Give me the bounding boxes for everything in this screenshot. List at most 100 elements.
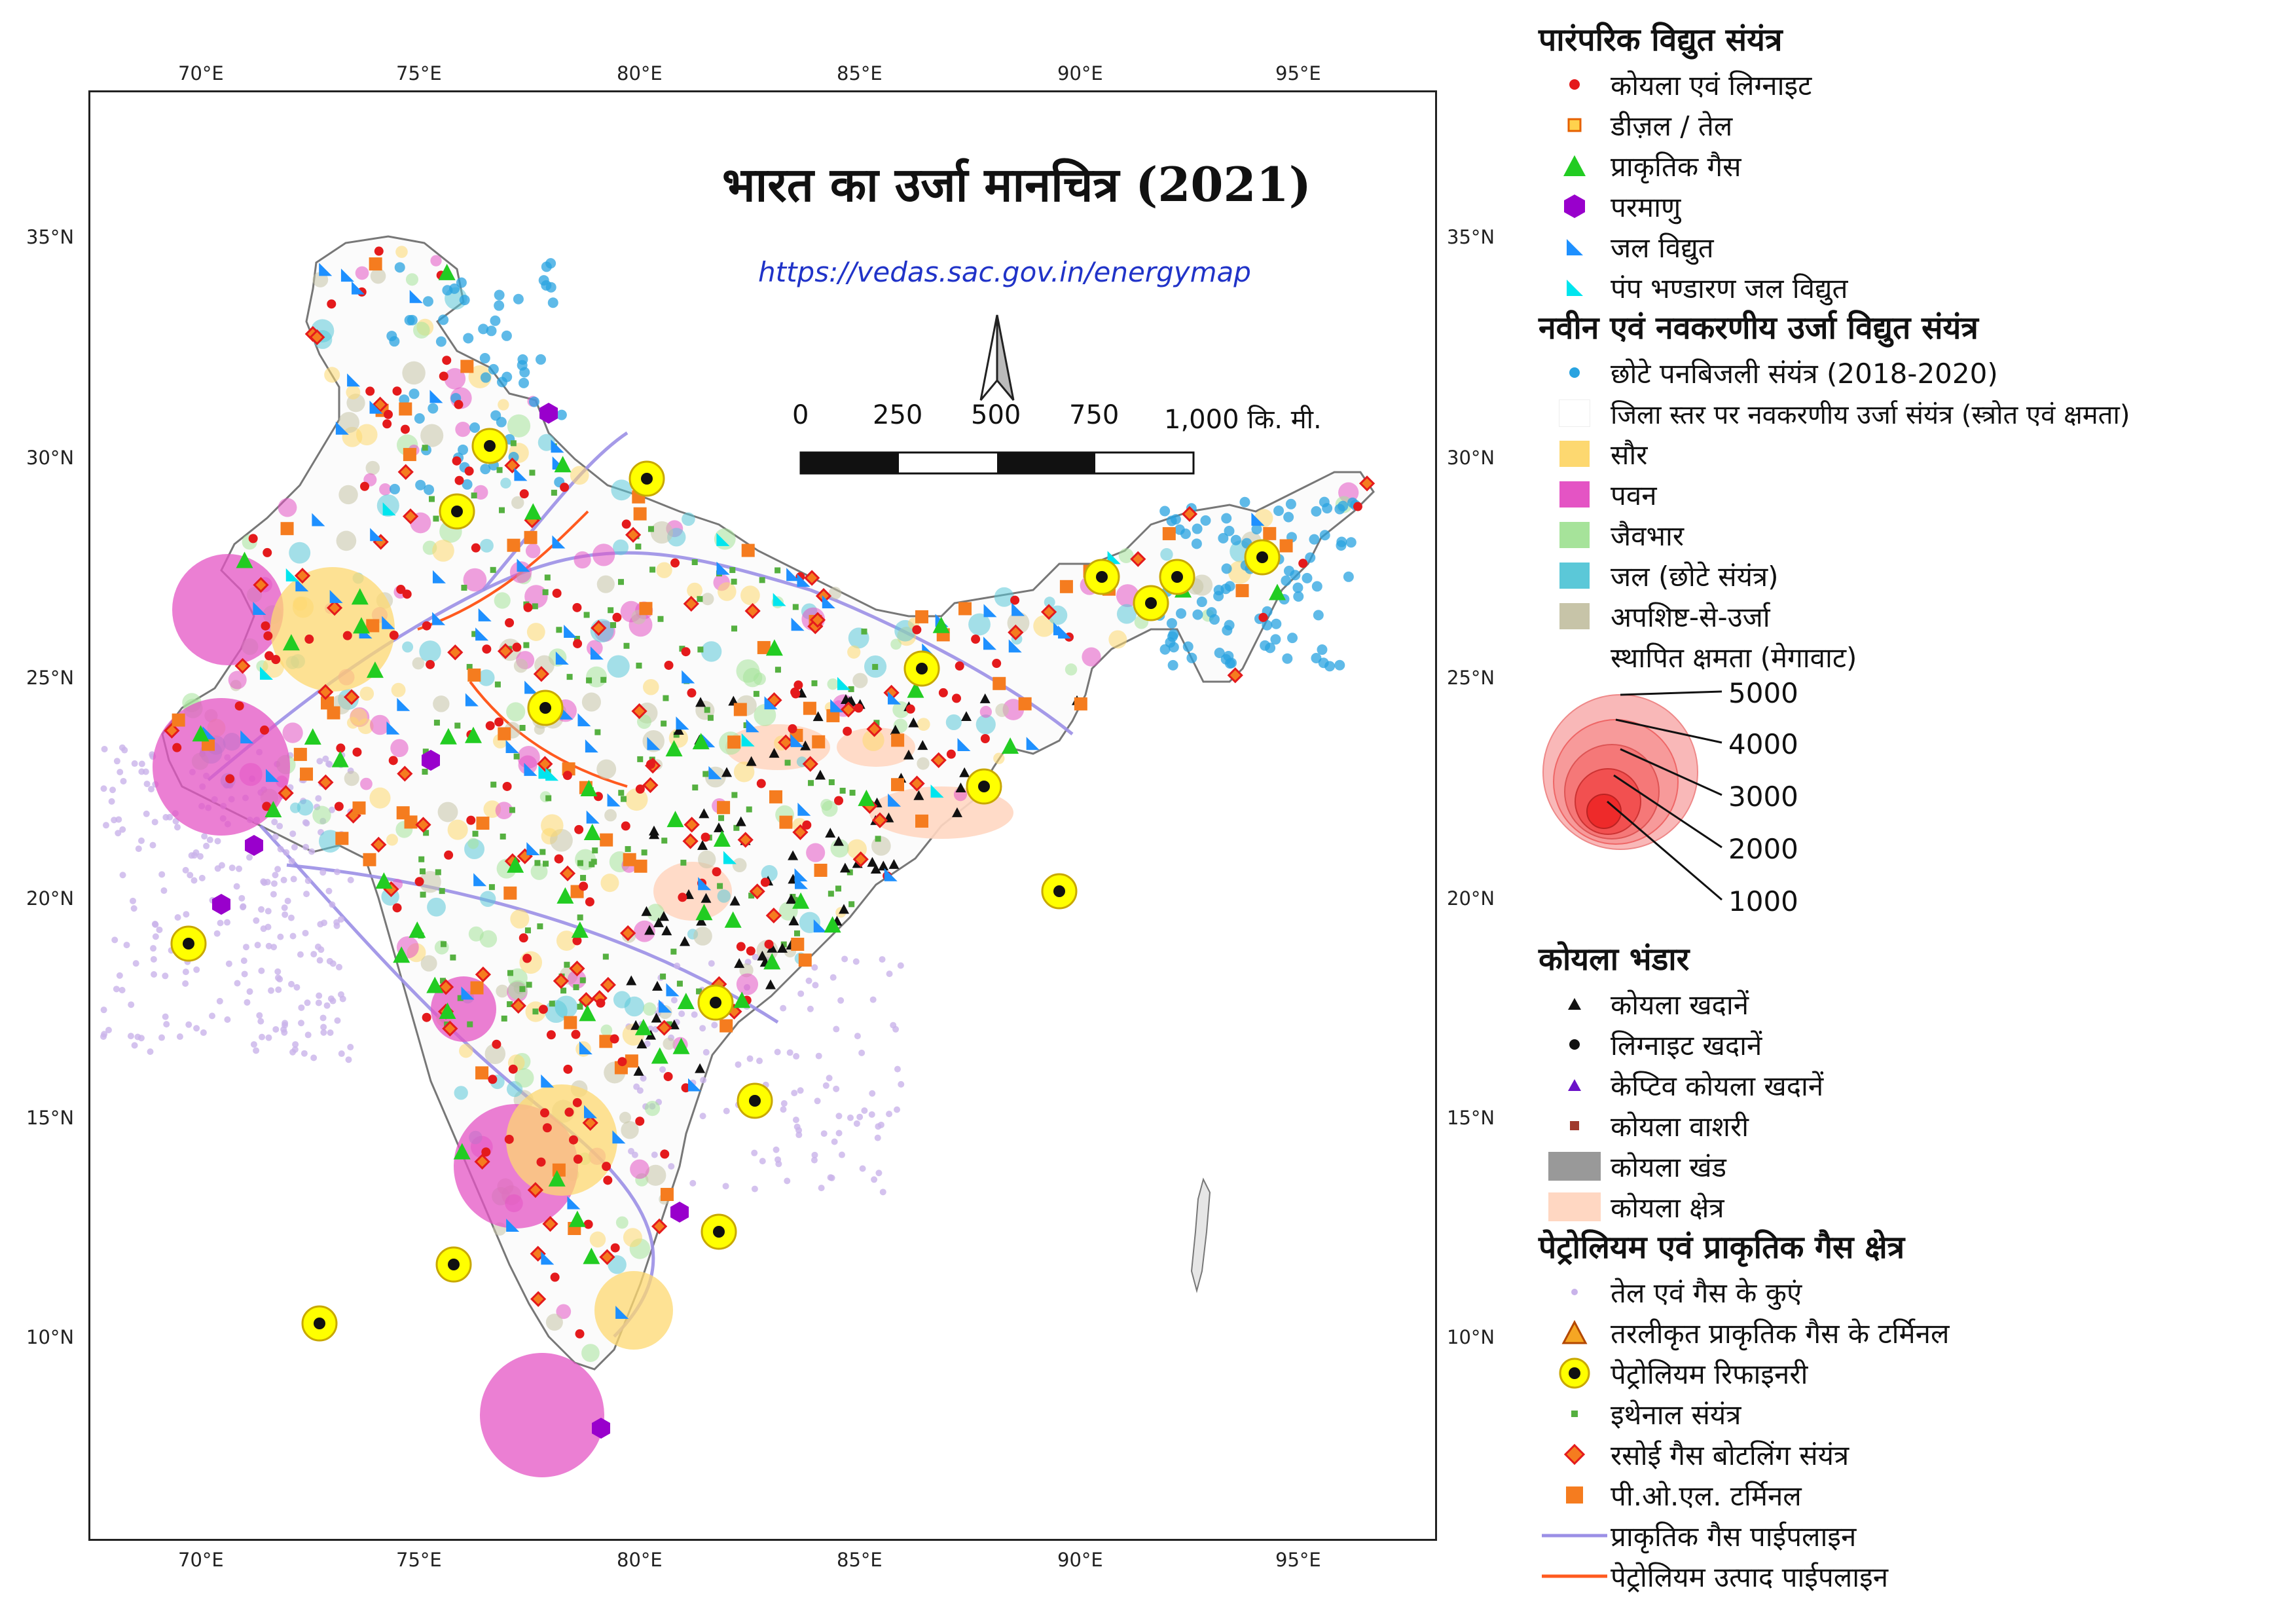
capacity-circle [480, 1353, 604, 1477]
coal-power-plant [568, 1135, 578, 1145]
oil-gas-well [875, 1170, 883, 1177]
legend-item-wells: तेल एवं गैस के कुएं [1539, 1272, 2291, 1312]
ethanol-plant [471, 631, 478, 637]
ethanol-plant [828, 779, 835, 786]
capacity-circle [506, 1084, 617, 1196]
oil-gas-well [811, 1151, 818, 1158]
oil-gas-well [174, 824, 181, 831]
coal-power-plant [854, 703, 864, 713]
gas-power-plant [568, 1210, 586, 1227]
oil-gas-well [109, 786, 117, 794]
lpg-bottling-plant [504, 457, 520, 473]
coal-power-plant [263, 547, 272, 557]
ethanol-plant [439, 888, 445, 895]
ethanol-plant [523, 642, 530, 648]
oil-gas-well [894, 1106, 901, 1113]
lpg-bottling-plant [683, 595, 699, 612]
small-hydro-dot [1302, 572, 1313, 583]
lpg-bottling-plant [475, 966, 492, 983]
renewable-district-circle [324, 367, 340, 383]
renewable-district-circle [556, 931, 577, 951]
small-hydro-dot [463, 333, 474, 344]
oil-gas-well [833, 1085, 840, 1092]
renewable-district-circle [437, 802, 458, 822]
ethanol-plant [566, 674, 573, 680]
coal-power-plant [980, 734, 990, 744]
gas-power-plant [331, 750, 349, 767]
ethanol-plant [510, 440, 517, 447]
renewable-district-circle [581, 692, 601, 712]
coal-power-plant [519, 489, 529, 499]
ethanol-plant [731, 625, 738, 632]
ethanol-plant [534, 860, 541, 866]
pol-terminal [639, 602, 653, 616]
oil-gas-well [337, 991, 344, 998]
lpg-bottling-plant [474, 1153, 490, 1170]
coal-power-plant [389, 631, 399, 640]
gas-power-plant [713, 830, 731, 847]
coal-mine [696, 915, 707, 926]
legend-label: प्राकृतिक गैस [1611, 150, 1741, 183]
coal-power-plant [542, 1123, 552, 1133]
oil-gas-well [811, 964, 818, 971]
oil-gas-well [841, 955, 848, 963]
renewable-district-circle [419, 870, 441, 893]
oil-gas-well [242, 944, 249, 951]
coal-power-plant [646, 760, 655, 769]
biomass-swatch-icon [1539, 522, 1611, 548]
map-url[interactable]: https://vedas.sac.gov.in/energymap [758, 256, 1251, 288]
renewable-district-circle [289, 802, 301, 813]
ethanol-plant [848, 901, 855, 908]
coal-power-plant [603, 1175, 613, 1185]
hydro-plant [329, 589, 343, 603]
pol-terminal [757, 640, 771, 654]
hydro-plant [764, 696, 778, 710]
ethanol-plant [507, 970, 513, 976]
renewable-district-circle [511, 496, 524, 509]
renewable-district-circle [995, 703, 1009, 717]
ethanol-plant [461, 585, 467, 591]
coal-mine [867, 857, 878, 867]
oil-gas-well [877, 1121, 884, 1128]
oil-gas-well [214, 838, 221, 845]
lpg-bottling-plant [871, 812, 888, 828]
lpg-bottling-plant [600, 976, 616, 993]
oil-gas-well [811, 1156, 818, 1164]
legend-item-biomass: जैवभार [1539, 515, 2291, 555]
hydro-plant [830, 699, 844, 712]
renewable-district-circle [355, 266, 369, 280]
ethanol-plant [746, 806, 752, 813]
oil-gas-well [135, 845, 142, 853]
ethanol-plant [835, 885, 842, 892]
gas-power-plant [393, 946, 410, 963]
legend-label: पंप भण्डारण जल विद्युत [1611, 272, 1848, 304]
renewable-district-circle [525, 543, 541, 559]
legend-label: कोयला खंड [1611, 1151, 1727, 1183]
oil-gas-well [847, 1114, 854, 1121]
pol-terminal [769, 790, 783, 803]
hydro-plant [1251, 512, 1265, 526]
hydro-plant [741, 733, 755, 747]
oil-gas-well [338, 1050, 345, 1058]
small-hydro-dot [1186, 652, 1197, 663]
hydro-plant [607, 793, 621, 807]
coal-power-plant [951, 693, 961, 703]
gas-pipeline [286, 863, 779, 1024]
legend-label: डीज़ल / तेल [1611, 109, 1733, 142]
legend: पारंपरिक विद्युत संयंत्र कोयला एवं लिग्न… [1539, 20, 2291, 1596]
lpg-bottling-plant [278, 784, 294, 802]
ethanol-plant [649, 566, 656, 573]
lpg-bottling-plant [651, 1218, 668, 1234]
lpg-bottling-plant [852, 851, 869, 868]
ethanol-plant [490, 781, 497, 788]
ethanol-plant [635, 544, 642, 550]
small-hydro-dot [1313, 610, 1324, 621]
oil-gas-well [277, 933, 284, 940]
coal-mine [788, 915, 799, 926]
gas-pipeline [810, 588, 1074, 735]
coal-field-area [653, 862, 732, 921]
oil-gas-well [147, 786, 155, 793]
oil-gas-well [128, 1001, 135, 1008]
hydro-plant [615, 1305, 629, 1319]
oil-gas-well [228, 864, 236, 872]
